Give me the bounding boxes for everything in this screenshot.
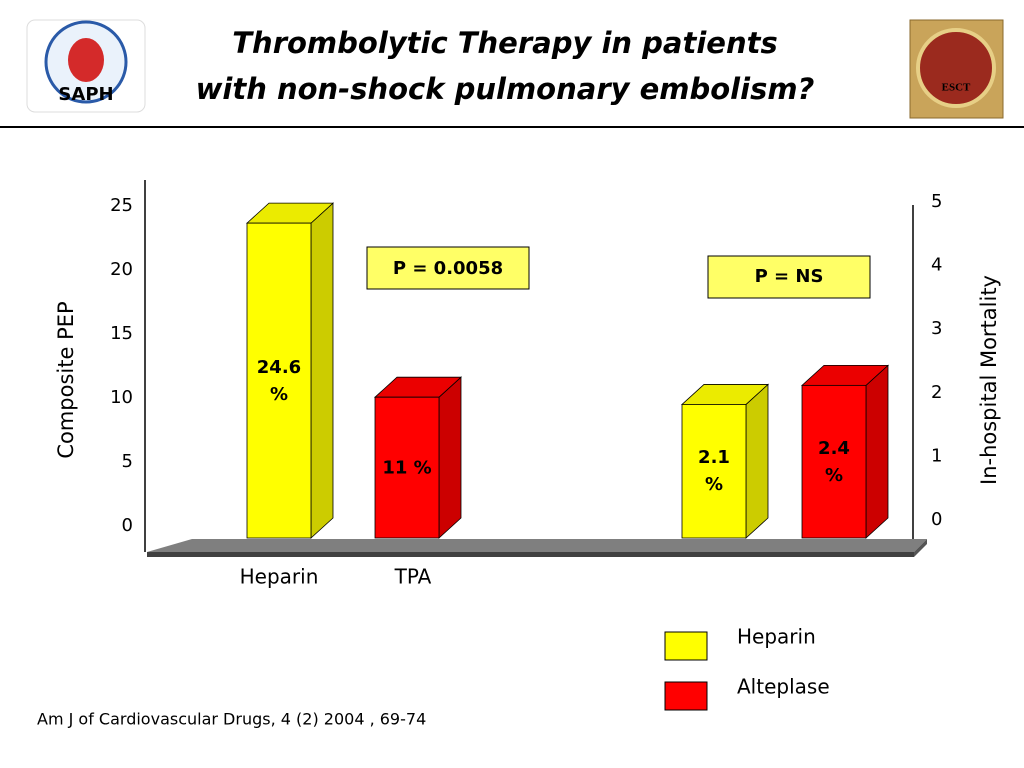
y2-tick-label: 3 — [931, 318, 942, 339]
bar-side — [865, 364, 889, 539]
bar — [681, 404, 747, 539]
bar — [801, 384, 867, 539]
y2-tick-label: 1 — [931, 445, 942, 466]
legend-label: Alteplase — [737, 675, 830, 699]
y2-axis-label: In-hospital Mortality — [977, 275, 1001, 485]
title-line: with non-shock pulmonary embolism? — [196, 72, 815, 106]
y-tick-label: 20 — [110, 259, 133, 280]
x-tick-label: TPA — [394, 565, 432, 589]
y-tick-label: 0 — [122, 515, 133, 536]
logo-left-heart — [68, 38, 104, 82]
legend-label: Heparin — [737, 625, 816, 649]
annotation: P = NS — [755, 266, 824, 287]
bar-side — [438, 376, 462, 539]
bar — [246, 222, 312, 539]
bar — [374, 396, 440, 539]
logo-right-text: ESCT — [942, 82, 971, 94]
x-tick-label: Heparin — [240, 565, 319, 589]
value-label: 24.6 % — [256, 356, 302, 405]
y2-tick-label: 5 — [931, 191, 942, 212]
value-label: 11 % — [382, 457, 432, 479]
floor-top — [147, 539, 927, 552]
y2-tick-label: 4 — [931, 255, 942, 276]
logo-left-text: SAPH — [58, 84, 113, 105]
title-line: Thrombolytic Therapy in patients — [232, 26, 777, 60]
y-tick-label: 25 — [110, 195, 133, 216]
citation: Am J of Cardiovascular Drugs, 4 (2) 2004… — [37, 710, 426, 729]
floor-side — [914, 539, 927, 557]
y-tick-label: 5 — [122, 451, 133, 472]
annotation-box — [707, 255, 871, 299]
y-tick-label: 10 — [110, 387, 133, 408]
annotation: P = 0.0058 — [393, 258, 503, 279]
y-axis-label: Composite PEP — [54, 301, 78, 458]
legend-swatch — [664, 631, 708, 661]
y2-tick-label: 0 — [931, 509, 942, 530]
logo-right-ring — [916, 28, 996, 108]
floor-front — [147, 552, 914, 557]
legend-swatch — [664, 681, 708, 711]
y-tick-label: 15 — [110, 323, 133, 344]
y2-tick-label: 2 — [931, 382, 942, 403]
value-label: 2.4 % — [818, 437, 850, 486]
annotation-box — [366, 246, 530, 290]
value-label: 2.1 % — [698, 447, 730, 496]
bar-side — [310, 202, 334, 539]
bar-side — [745, 383, 769, 539]
